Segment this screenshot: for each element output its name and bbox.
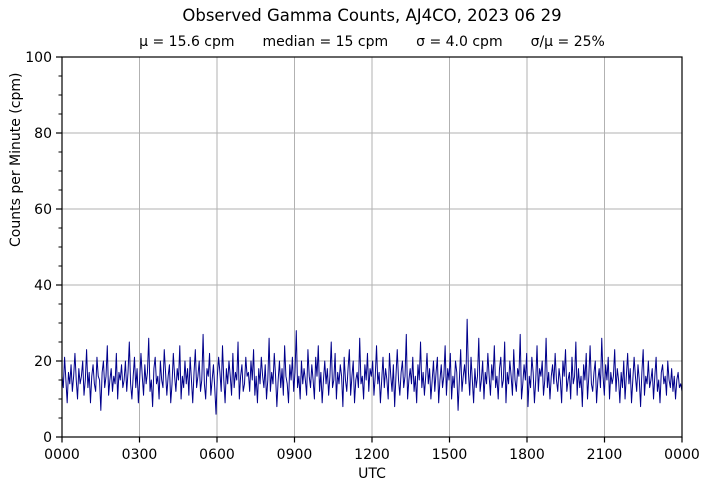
stat-sigma: σ = 4.0 cpm [416,34,503,50]
chart-title: Observed Gamma Counts, AJ4CO, 2023 06 29 [182,6,562,25]
svg-text:0600: 0600 [199,447,235,463]
svg-text:0000: 0000 [44,447,80,463]
stat-median: median = 15 cpm [262,34,389,50]
svg-text:1800: 1800 [509,447,545,463]
x-axis-label: UTC [358,466,386,482]
stat-sigma-over-mean: σ/μ = 25% [530,34,605,50]
svg-text:60: 60 [34,202,52,218]
svg-text:0900: 0900 [277,447,313,463]
svg-text:20: 20 [34,354,52,370]
stat-mean: μ = 15.6 cpm [139,34,235,50]
svg-text:100: 100 [25,50,52,66]
svg-text:0: 0 [43,430,52,446]
svg-text:1500: 1500 [432,447,468,463]
svg-text:80: 80 [34,126,52,142]
svg-text:0000: 0000 [664,447,700,463]
svg-text:0300: 0300 [122,447,158,463]
svg-text:40: 40 [34,278,52,294]
svg-text:2100: 2100 [587,447,623,463]
svg-text:1200: 1200 [354,447,390,463]
chart-stats-line: μ = 15.6 cpm median = 15 cpm σ = 4.0 cpm… [62,34,682,50]
